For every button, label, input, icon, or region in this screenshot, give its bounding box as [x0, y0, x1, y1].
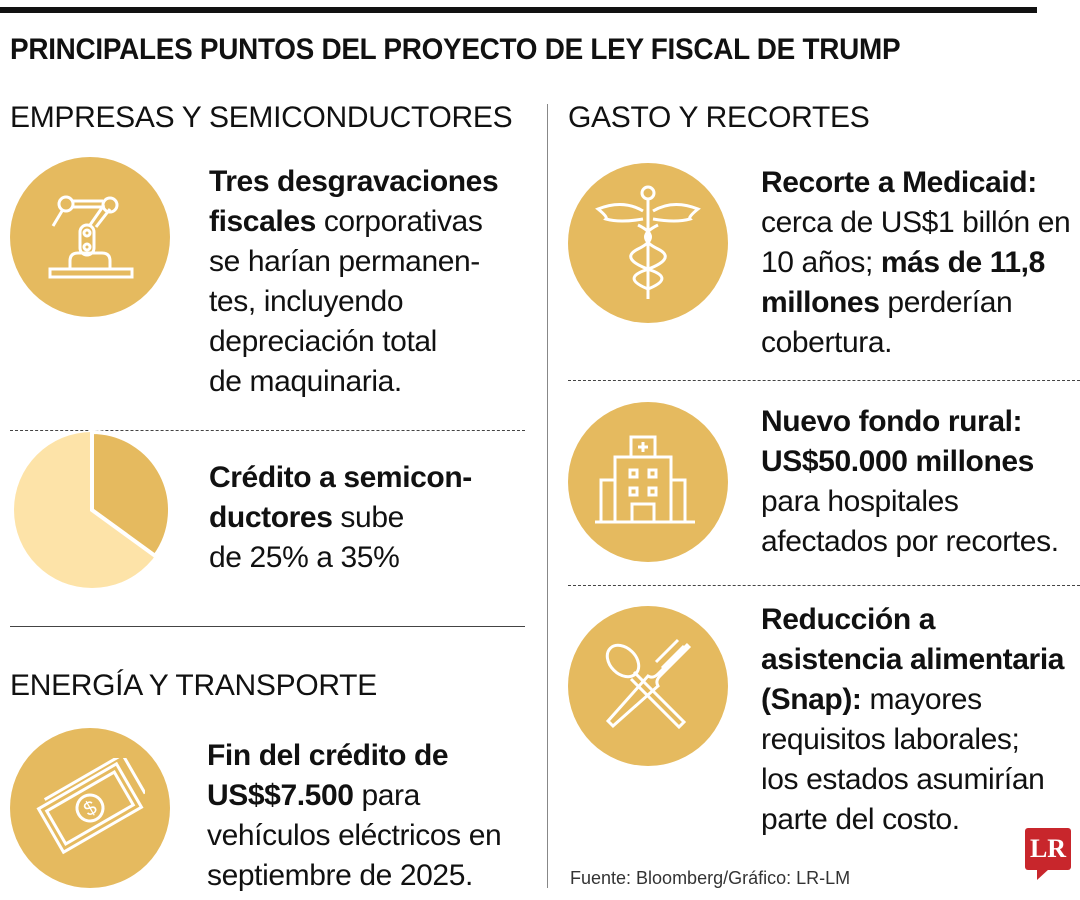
text-segment: para hospitales	[761, 485, 959, 518]
text-segment: perderían	[879, 286, 1013, 319]
bold-text: más de 11,8	[880, 246, 1045, 279]
text-line: cerca de US$1 billón en	[761, 203, 1071, 243]
text-line: para hospitales	[761, 482, 1059, 522]
text-segment: 10 años;	[761, 246, 881, 279]
text-segment: cobertura.	[761, 326, 893, 359]
bold-text: ductores	[209, 501, 333, 534]
fork-spoon-icon	[568, 606, 728, 766]
text-line: (Snap): mayores	[761, 680, 1064, 720]
section-heading-energia: ENERGÍA Y TRANSPORTE	[10, 669, 377, 702]
lr-logo: LR	[1025, 828, 1071, 880]
text-line: asistencia alimentaria	[761, 640, 1064, 680]
bold-text: (Snap):	[761, 683, 862, 716]
text-line: parte del costo.	[761, 800, 1064, 840]
text-line: septiembre de 2025.	[207, 856, 501, 896]
text-line: 10 años; más de 11,8	[761, 243, 1070, 283]
pie-chart-icon	[12, 429, 172, 595]
text-segment: septiembre de 2025.	[207, 859, 473, 892]
bold-text: US$$7.500	[207, 779, 354, 812]
text-line: fiscales corporativas	[209, 202, 498, 242]
bold-text: Crédito a semicon-	[209, 461, 472, 494]
text-segment: mayores	[861, 683, 982, 716]
bold-text: US$50.000 millones	[761, 445, 1034, 478]
money-bill-icon: $	[10, 728, 170, 888]
text-segment: de maquinaria.	[209, 365, 402, 398]
section-heading-empresas: EMPRESAS Y SEMICONDUCTORES	[10, 101, 513, 134]
text-line: requisitos laborales;	[761, 720, 1064, 760]
text-segment: sube	[332, 501, 404, 534]
text-line: vehículos eléctricos en	[207, 816, 502, 856]
text-segment: parte del costo.	[761, 803, 960, 836]
text-segment: para	[353, 779, 420, 812]
item-vehiculos-text: Fin del crédito de US$$7.500 para vehículo…	[207, 736, 502, 896]
text-segment: depreciación total	[209, 325, 437, 358]
text-line: Tres desgravaciones	[209, 162, 499, 202]
text-segment: de 25% a 35%	[209, 541, 400, 574]
text-line: tes, incluyendo	[209, 282, 498, 322]
text-line: se harían permanen-	[209, 242, 498, 282]
bold-text: millones	[761, 286, 880, 319]
text-segment: tes, incluyendo	[209, 285, 404, 318]
text-segment: los estados asumirían	[761, 763, 1045, 796]
text-line: Crédito a semicon-	[209, 458, 472, 498]
bold-text: Reducción a	[761, 603, 935, 636]
top-rule	[0, 7, 1037, 13]
text-line: US$50.000 millones	[761, 442, 1059, 482]
bold-text: Recorte a Medicaid:	[761, 166, 1037, 199]
hospital-icon	[568, 402, 728, 562]
text-line: depreciación total	[209, 322, 498, 362]
text-line: Recorte a Medicaid:	[761, 163, 1070, 203]
page-title: PRINCIPALES PUNTOS DEL PROYECTO DE LEY F…	[10, 33, 901, 66]
pie-slice-credit	[90, 429, 172, 559]
source-note: Fuente: Bloomberg/Gráfico: LR-LM	[570, 868, 851, 888]
bold-text: fiscales	[209, 205, 316, 238]
column-divider	[547, 104, 548, 888]
dashed-divider	[10, 430, 525, 431]
text-line: afectados por recortes.	[761, 522, 1059, 562]
text-segment: se harían permanen-	[209, 245, 480, 278]
text-segment: corporativas	[315, 205, 483, 238]
text-line: los estados asumirían	[761, 760, 1064, 800]
bold-text: Fin del crédito de	[207, 739, 449, 772]
text-line: millones perderían	[761, 283, 1070, 323]
bold-text: Nuevo fondo rural:	[761, 405, 1023, 438]
text-line: de 25% a 35%	[209, 538, 472, 578]
text-segment: cerca de US$1 billón en	[761, 206, 1071, 239]
text-line: US$$7.500 para	[207, 776, 501, 816]
caduceus-icon	[568, 163, 728, 323]
item-medicaid-text: Recorte a Medicaid: cerca de US$1 billón …	[761, 163, 1071, 363]
text-segment: requisitos laborales;	[761, 723, 1020, 756]
item-snap-text: Reducción a asistencia alimentaria (Snap):…	[761, 600, 1064, 840]
text-segment: afectados por recortes.	[761, 525, 1059, 558]
robot-arm-icon	[10, 157, 170, 317]
item-desgravaciones-text: Tres desgravaciones fiscales corporativas…	[209, 162, 499, 402]
text-line: Nuevo fondo rural:	[761, 402, 1059, 442]
text-segment: vehículos eléctricos en	[207, 819, 502, 852]
item-semiconductores-text: Crédito a semicon-ductores sube de 25% a …	[209, 458, 472, 578]
text-line: cobertura.	[761, 323, 1070, 363]
text-line: Reducción a	[761, 600, 1064, 640]
text-line: ductores sube	[209, 498, 472, 538]
bold-text: asistencia alimentaria	[761, 643, 1065, 676]
dashed-divider	[568, 380, 1080, 381]
section-heading-gasto: GASTO Y RECORTES	[568, 101, 870, 134]
dashed-divider	[568, 585, 1080, 586]
section-divider	[10, 626, 525, 627]
bold-text: Tres desgravaciones	[209, 165, 499, 198]
text-line: Fin del crédito de	[207, 736, 501, 776]
item-rural-text: Nuevo fondo rural: US$50.000 millones para…	[761, 402, 1059, 562]
text-line: de maquinaria.	[209, 362, 498, 402]
